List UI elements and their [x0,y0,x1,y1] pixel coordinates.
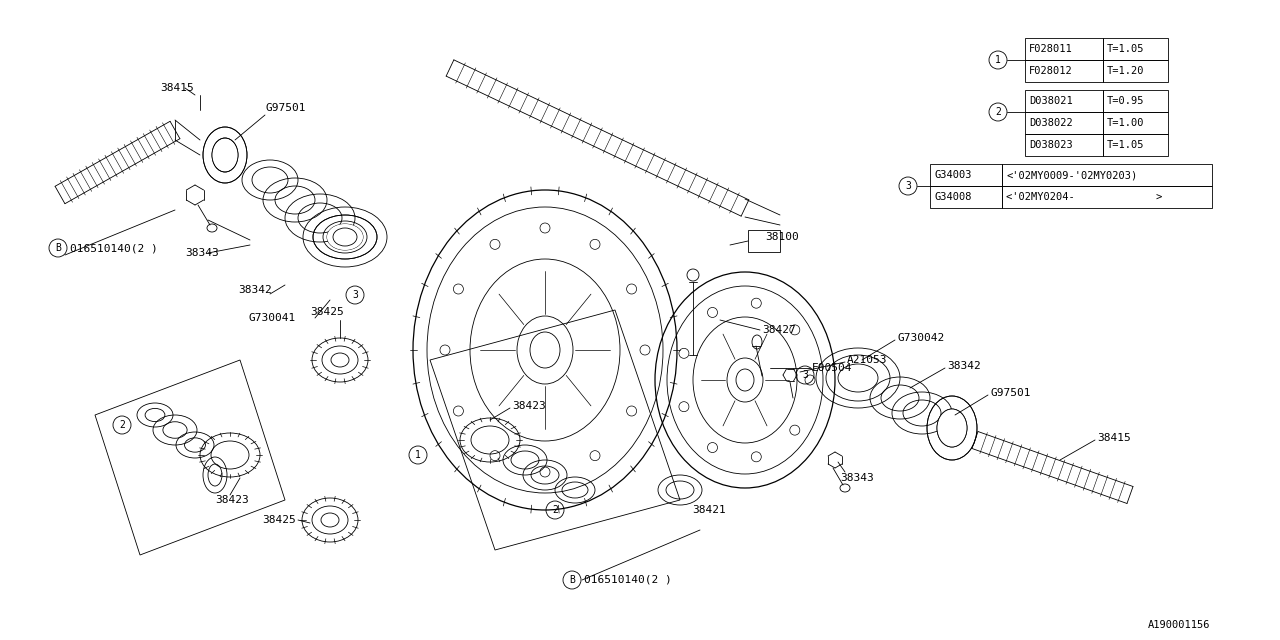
Ellipse shape [212,139,238,171]
Circle shape [627,284,636,294]
Circle shape [678,348,689,358]
Circle shape [540,467,550,477]
Circle shape [751,298,762,308]
Text: 1: 1 [995,55,1001,65]
Circle shape [708,442,718,452]
Circle shape [751,452,762,462]
Text: 38415: 38415 [1097,433,1130,443]
Circle shape [627,406,636,416]
Bar [1103,90,1169,112]
Text: 016510140(2 ): 016510140(2 ) [584,575,672,585]
Text: 016510140(2 ): 016510140(2 ) [70,243,157,253]
Text: 38423: 38423 [512,401,545,411]
Text: A190001156: A190001156 [1147,620,1210,630]
Bar [1025,90,1103,112]
Bar [1002,164,1212,186]
Text: 38423: 38423 [215,495,248,505]
Text: T=0.95: T=0.95 [1107,96,1144,106]
Text: 38342: 38342 [947,361,980,371]
Bar [1025,112,1103,134]
Bar [931,164,1002,186]
Text: <'02MY0204-             >: <'02MY0204- > [1006,192,1162,202]
Text: 38415: 38415 [160,83,193,93]
Circle shape [540,223,550,233]
Circle shape [453,406,463,416]
Text: 2: 2 [552,505,558,515]
Text: T=1.05: T=1.05 [1107,44,1144,54]
Bar [1103,134,1169,156]
Text: 38421: 38421 [692,505,726,515]
Text: 38425: 38425 [262,515,296,525]
Text: B: B [55,243,61,253]
Text: 38427: 38427 [762,325,796,335]
Text: G34008: G34008 [934,192,972,202]
Bar [1002,186,1212,208]
Text: B: B [570,575,575,585]
Text: T=1.00: T=1.00 [1107,118,1144,128]
Text: 1: 1 [415,450,421,460]
Circle shape [590,451,600,461]
Bar [1025,60,1103,82]
Text: G34003: G34003 [934,170,972,180]
Ellipse shape [937,409,966,447]
Circle shape [790,425,800,435]
Text: T=1.05: T=1.05 [1107,140,1144,150]
Circle shape [490,451,500,461]
Text: G97501: G97501 [265,103,306,113]
Circle shape [453,284,463,294]
Bar [1103,38,1169,60]
Bar [1025,134,1103,156]
Text: <'02MY0009-'02MY0203): <'02MY0009-'02MY0203) [1006,170,1137,180]
Text: 38343: 38343 [840,473,874,483]
Text: F028012: F028012 [1029,66,1073,76]
Text: G730041: G730041 [248,313,296,323]
Text: 38342: 38342 [238,285,271,295]
Text: 38425: 38425 [310,307,344,317]
Circle shape [640,345,650,355]
Text: A21053: A21053 [847,355,887,365]
Text: G97501: G97501 [989,388,1030,398]
Circle shape [490,239,500,250]
Bar [1103,112,1169,134]
Circle shape [805,375,815,385]
Bar [1025,38,1103,60]
Text: D038023: D038023 [1029,140,1073,150]
Text: F028011: F028011 [1029,44,1073,54]
Text: T=1.20: T=1.20 [1107,66,1144,76]
Circle shape [790,325,800,335]
Text: 38343: 38343 [186,248,219,258]
Text: 3: 3 [905,181,911,191]
Text: 3: 3 [352,290,358,300]
Bar [931,186,1002,208]
Text: 38100: 38100 [765,232,799,242]
Circle shape [440,345,451,355]
Text: 3: 3 [803,370,808,380]
Text: 2: 2 [119,420,125,430]
Bar [748,230,780,252]
Bar [1103,60,1169,82]
Text: 2: 2 [995,107,1001,117]
Text: D038022: D038022 [1029,118,1073,128]
Text: E00504: E00504 [812,363,852,373]
Circle shape [708,307,718,317]
Circle shape [590,239,600,250]
Ellipse shape [326,224,364,250]
Circle shape [678,402,689,412]
Text: G730042: G730042 [897,333,945,343]
Text: D038021: D038021 [1029,96,1073,106]
